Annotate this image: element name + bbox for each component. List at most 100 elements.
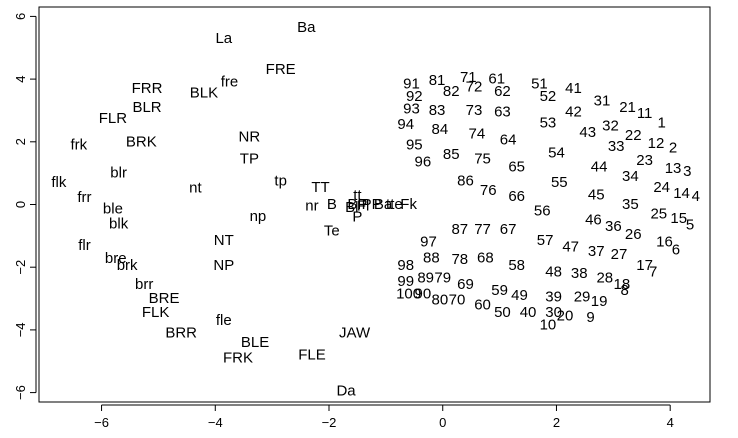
point-label: 58	[508, 257, 525, 274]
point-label: 1	[657, 114, 665, 131]
point-label: 67	[500, 221, 517, 238]
y-tick-label: −2	[13, 260, 28, 275]
point-label: 100	[396, 285, 421, 302]
point-label: 84	[432, 121, 449, 138]
point-label: 13	[665, 160, 682, 177]
point-label: 90	[414, 285, 431, 302]
point-label: 56	[534, 202, 551, 219]
point-label: 5	[686, 216, 694, 233]
point-label: 65	[508, 158, 525, 175]
point-label: 44	[591, 158, 608, 175]
point-label: 24	[653, 179, 670, 196]
point-label: FRE	[266, 61, 296, 78]
point-label: 59	[491, 282, 508, 299]
point-label: 85	[443, 146, 460, 163]
point-label: 33	[608, 138, 625, 155]
point-label: 39	[545, 288, 562, 305]
point-label: flr	[78, 237, 91, 254]
point-label: bre	[105, 250, 127, 267]
point-label: fre	[221, 74, 239, 91]
point-label: JAW	[339, 325, 371, 342]
point-label: TT	[311, 179, 329, 196]
point-label: 93	[403, 100, 420, 117]
point-label: BRE	[149, 290, 180, 307]
point-label: 37	[588, 243, 605, 260]
point-label: 70	[449, 292, 466, 309]
point-label: Ba	[374, 196, 393, 213]
point-label: Fl	[357, 198, 370, 215]
point-label: 72	[466, 78, 483, 95]
point-label: 99	[397, 273, 414, 290]
point-label: 75	[474, 151, 491, 168]
x-tick-label: −4	[208, 415, 223, 430]
point-label: BLK	[190, 85, 218, 102]
point-label: 29	[574, 288, 591, 305]
point-label: Da	[336, 383, 356, 400]
point-label: blk	[109, 215, 129, 232]
point-label: 21	[619, 99, 636, 116]
point-label: 15	[670, 210, 687, 227]
point-label: 74	[469, 125, 486, 142]
y-tick-label: 4	[13, 75, 28, 82]
point-label: frk	[70, 136, 87, 153]
point-label: 55	[551, 174, 568, 191]
point-label: 36	[605, 218, 622, 235]
point-label: 45	[588, 187, 605, 204]
point-label: Ba	[297, 19, 316, 36]
point-label: TP	[240, 151, 259, 168]
point-label: 32	[602, 118, 619, 135]
point-label: 38	[571, 265, 588, 282]
point-label: 6	[672, 241, 680, 258]
point-label: Fk	[400, 196, 417, 213]
point-label: 17	[636, 257, 653, 274]
point-label: brk	[117, 257, 138, 274]
point-label: BP	[347, 196, 367, 213]
point-label: 60	[474, 296, 491, 313]
point-label: 27	[611, 246, 628, 263]
point-label: 95	[406, 136, 423, 153]
point-label: 28	[596, 270, 613, 287]
point-label: blr	[110, 165, 127, 182]
point-label: 42	[565, 104, 582, 121]
point-label: 66	[508, 188, 525, 205]
x-tick-label: 4	[667, 415, 674, 430]
point-label: BRR	[165, 325, 197, 342]
point-label: 18	[614, 276, 631, 293]
point-label: 41	[565, 80, 582, 97]
x-tick-label: 0	[439, 415, 446, 430]
point-label: ble	[103, 201, 123, 218]
point-label: 20	[557, 307, 574, 324]
point-label: tp	[274, 172, 287, 189]
point-label: Bl	[345, 199, 358, 216]
point-label: 53	[540, 114, 557, 131]
point-label: 81	[429, 72, 446, 89]
x-tick-label: 2	[553, 415, 560, 430]
point-label: 68	[477, 249, 494, 266]
point-label: FLK	[142, 304, 170, 321]
point-label: 30	[545, 304, 562, 321]
point-label: 80	[432, 292, 449, 309]
point-label: 62	[494, 83, 511, 100]
point-label: 61	[488, 71, 505, 88]
point-label: nr	[305, 198, 318, 215]
point-label: 88	[423, 249, 440, 266]
point-label: 97	[420, 234, 437, 251]
point-label: 25	[650, 205, 667, 222]
point-label: 71	[460, 69, 477, 86]
point-label: frr	[77, 189, 91, 206]
point-label: 89	[417, 270, 434, 287]
point-label: 43	[579, 124, 596, 141]
point-label: P	[352, 209, 362, 226]
y-tick-label: 0	[13, 201, 28, 208]
point-label: 22	[625, 127, 642, 144]
point-label: 98	[397, 257, 414, 274]
point-label: 79	[434, 270, 451, 287]
x-tick-label: −2	[322, 415, 337, 430]
point-label: 83	[429, 102, 446, 119]
point-label: NP	[213, 257, 234, 274]
point-label: 87	[451, 221, 468, 238]
point-label: 49	[511, 287, 528, 304]
y-axis: −6 −4 −2 0 2 4 6	[13, 13, 37, 400]
point-label: 91	[403, 75, 420, 92]
